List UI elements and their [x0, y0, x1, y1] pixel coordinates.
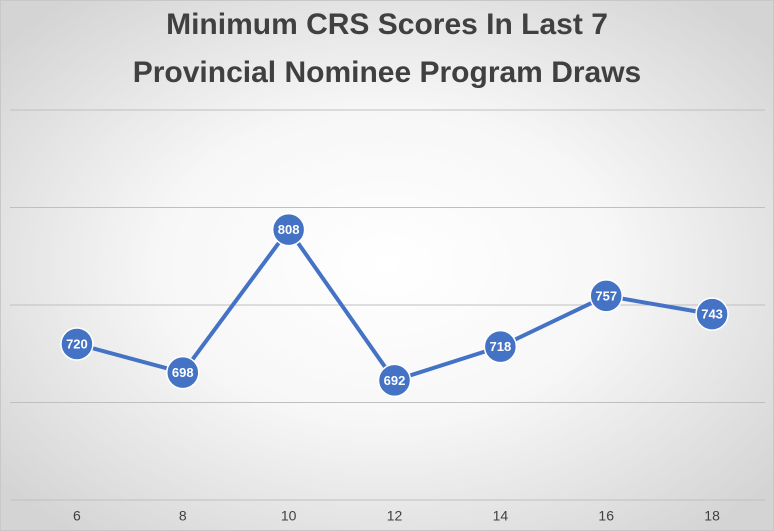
chart-title: Provincial Nominee Program Draws — [133, 56, 642, 89]
marker — [271, 212, 306, 247]
data-label: 718 — [490, 339, 512, 354]
marker — [483, 329, 518, 364]
marker — [377, 363, 412, 398]
data-label: 757 — [595, 288, 617, 303]
marker — [60, 327, 94, 361]
x-tick-label: 10 — [281, 508, 297, 524]
data-label: 692 — [384, 373, 406, 388]
x-tick-label: 18 — [704, 508, 720, 524]
data-label: 698 — [172, 365, 194, 380]
chart-title: Minimum CRS Scores In Last 7 — [166, 8, 608, 41]
x-tick-label: 16 — [598, 508, 614, 524]
x-tick-label: 12 — [387, 508, 403, 524]
x-tick-label: 8 — [179, 508, 187, 524]
data-label: 720 — [66, 336, 88, 351]
x-tick-label: 14 — [493, 508, 509, 524]
x-tick-label: 6 — [73, 508, 81, 524]
marker — [695, 297, 729, 331]
marker — [589, 279, 623, 313]
marker — [166, 355, 200, 390]
data-label: 743 — [701, 307, 723, 322]
data-label: 808 — [278, 222, 300, 237]
